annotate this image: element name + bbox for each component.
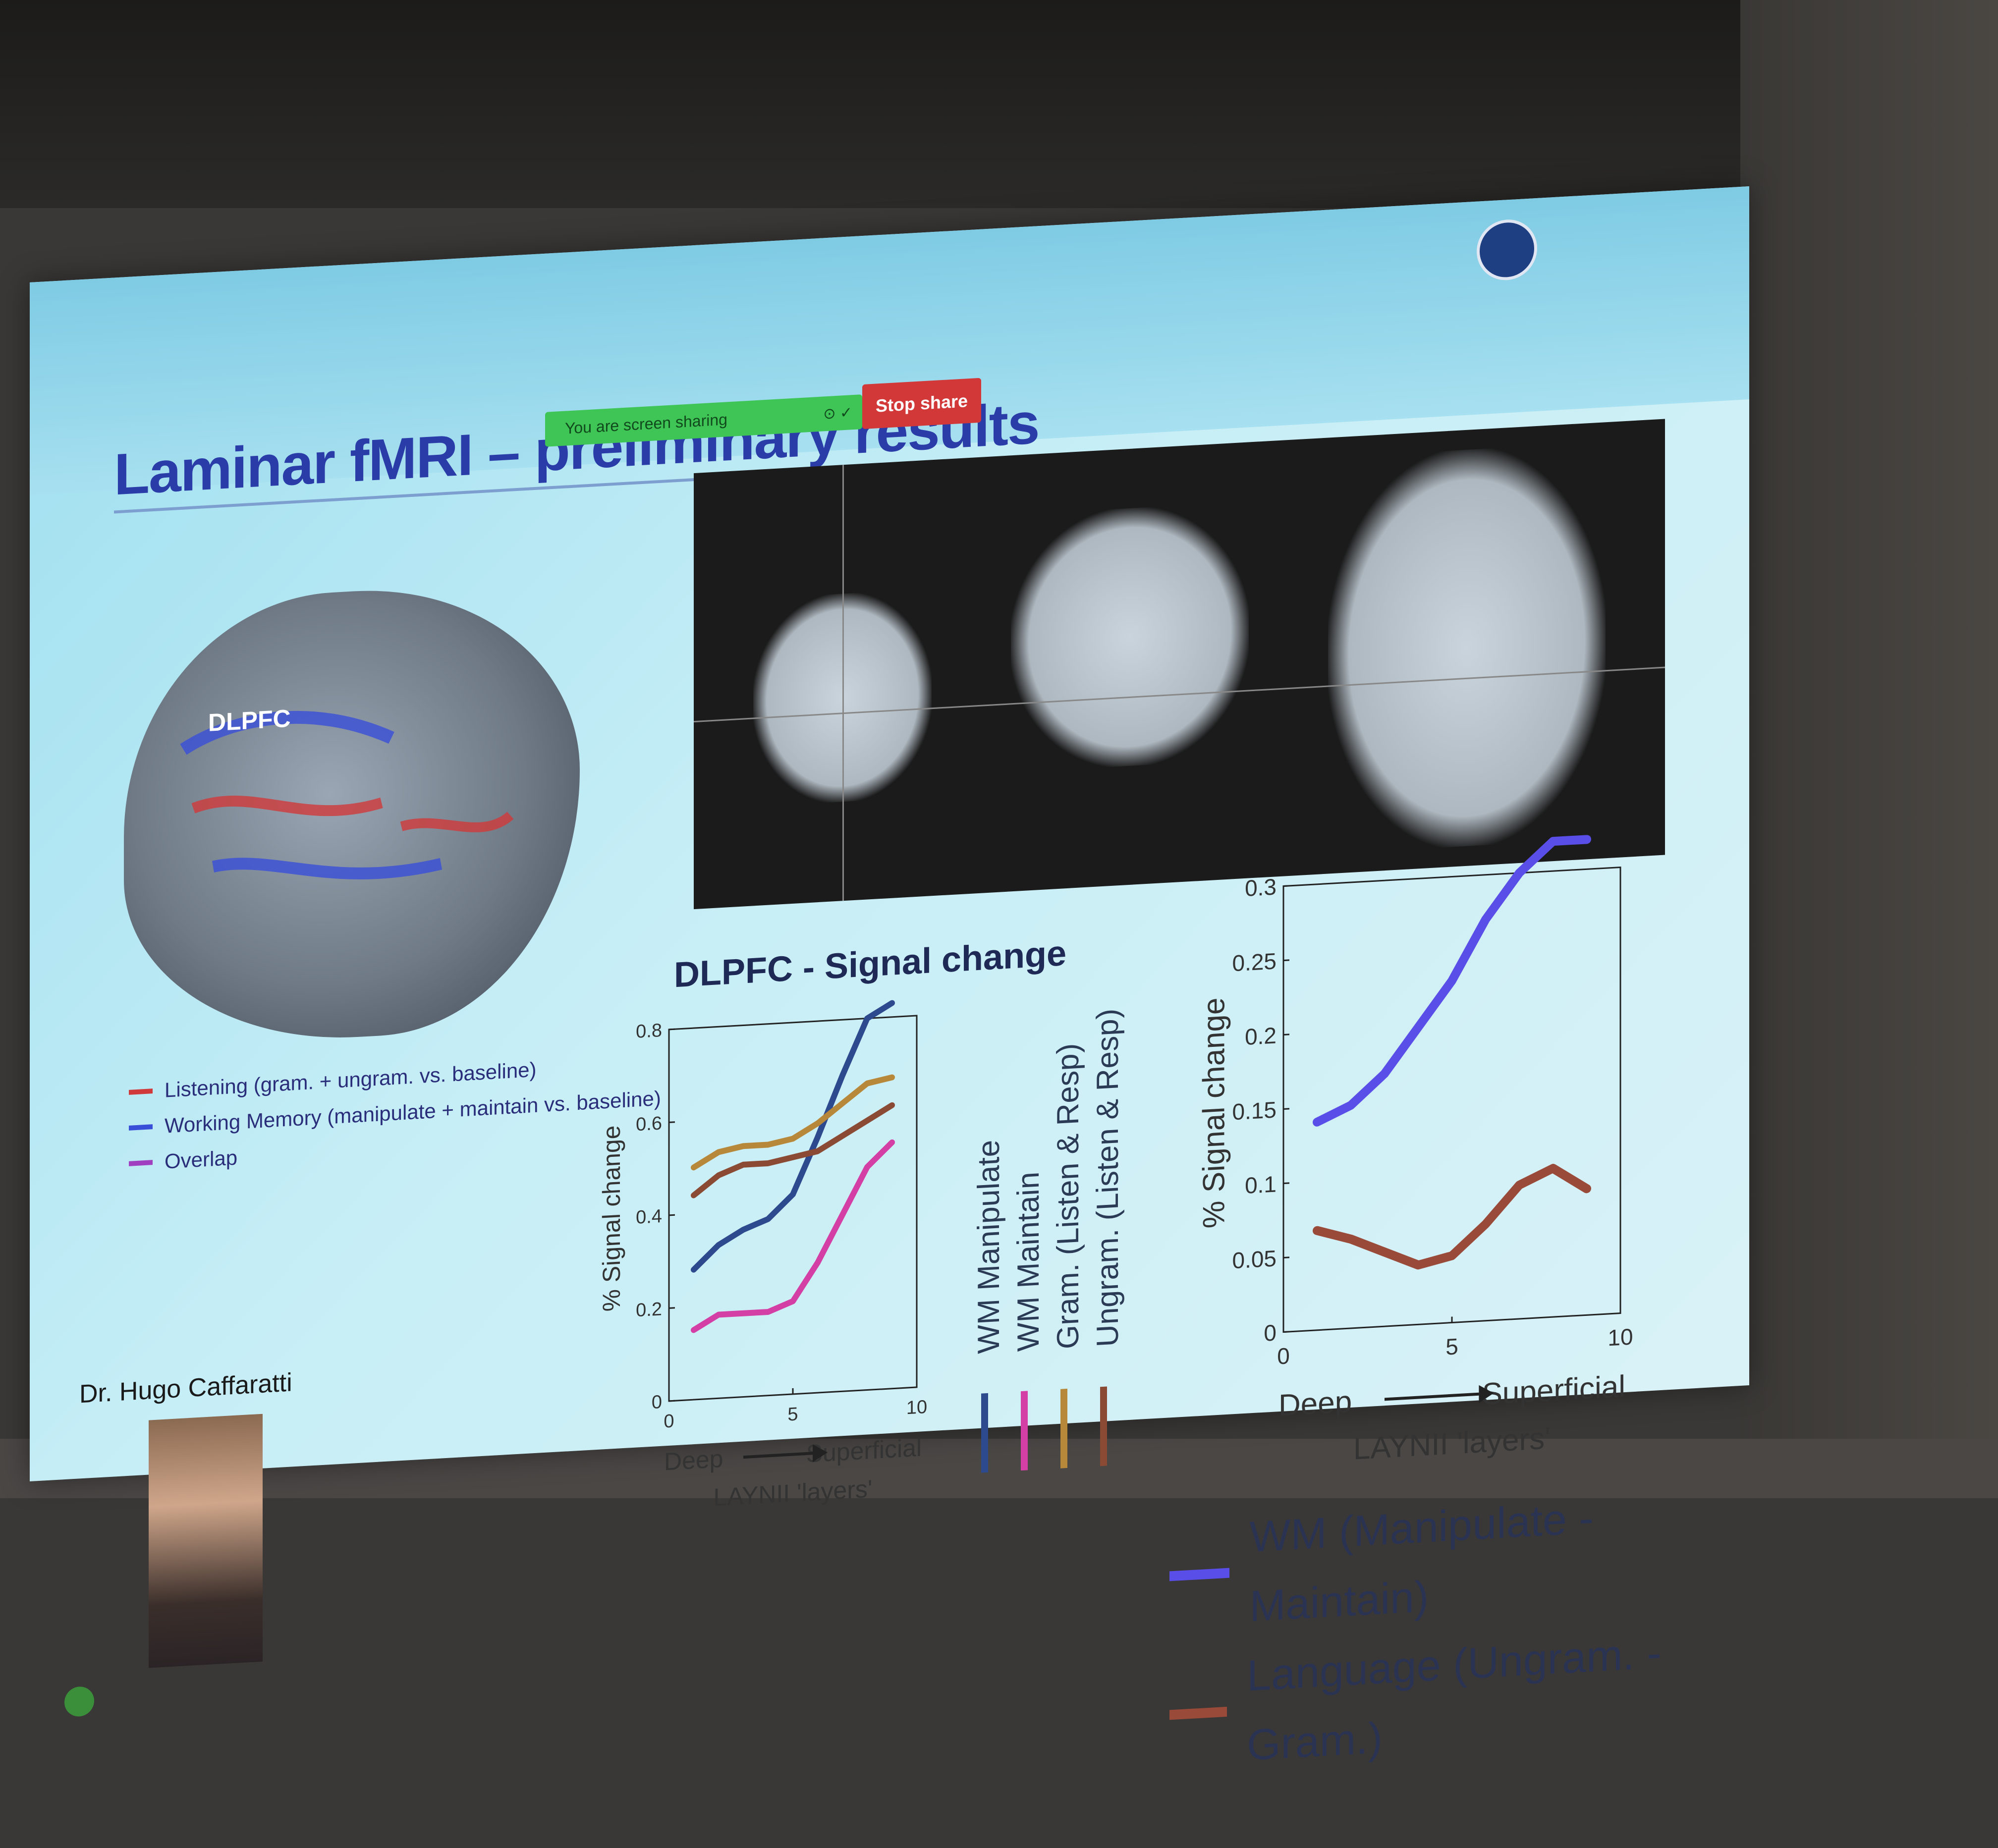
chart-2-y-tick-mark (1283, 1182, 1289, 1185)
dlpfc-label: DLPFC (208, 704, 291, 737)
room-ceiling (0, 0, 1998, 208)
chart-1-legend-label: WM Maintain (1011, 1171, 1046, 1353)
coronal-slice (1011, 501, 1249, 773)
chart-2-y-tick-label: 0.2 (1245, 1022, 1276, 1050)
chart-2-deep-label: Deep (1278, 1385, 1352, 1423)
legend-label: WM (Manipulate - Maintain) (1249, 1493, 1594, 1631)
legend-swatch (1169, 1568, 1230, 1581)
chart-2-arrow-head (1479, 1385, 1494, 1403)
inflated-brain-image (124, 578, 580, 1050)
annotate-pencil-icon[interactable] (64, 1685, 94, 1718)
chart-1-y-tick-label: 0.8 (636, 1020, 662, 1042)
chart-1-deep-label: Deep (664, 1445, 723, 1476)
chart-1-legend-label: WM Manipulate (972, 1139, 1006, 1355)
chart-1-x-tick-label: 10 (906, 1397, 927, 1418)
chart-2-legend: WM (Manipulate - Maintain) Language (Ung… (1169, 1474, 1749, 1784)
chart-1-series-line-2 (691, 1074, 895, 1171)
chart-2-y-tick-mark (1283, 959, 1289, 962)
chart-2-x-tick-label: 10 (1608, 1324, 1633, 1351)
legend-swatch (129, 1088, 153, 1095)
chart-1-superficial-label: Superficial (806, 1433, 922, 1468)
author-name: Dr. Hugo Caffaratti (79, 1368, 292, 1409)
chart-2-series-line-0 (1313, 835, 1591, 1127)
chart-1-legend-swatch (1100, 1386, 1107, 1467)
chart-2-x-tick-label: 5 (1445, 1333, 1458, 1359)
activation-legend: Listening (gram. + ungram. vs. baseline)… (129, 1045, 661, 1182)
chart-2-y-tick-label: 0.3 (1245, 873, 1276, 901)
chart-2-y-axis-label: % Signal change (1197, 997, 1231, 1229)
chart-1-y-tick-mark (669, 1028, 675, 1031)
chart-1-arrow-head (813, 1444, 828, 1463)
chart-2-y-tick-mark (1283, 1033, 1289, 1036)
chart-2-x-axis-label: LAYNII 'layers' (1353, 1421, 1551, 1466)
chart-1-legend: WM Manipulate WM Maintain Gram. (Listen & … (961, 949, 1125, 1483)
chart-2-difference-signal-change: 0 0.05 0.1 0.15 0.2 0.25 0.3 0 5 10 % Signal chang… (1197, 835, 1633, 1467)
chart-2-y-tick-label: 0.25 (1232, 948, 1276, 976)
chart-1-x-axis-label: LAYNII 'layers' (714, 1475, 873, 1512)
chart-1-y-tick-label: 0.6 (636, 1113, 662, 1135)
legend-swatch (129, 1124, 153, 1131)
chart-1-legend-label: Gram. (Listen & Resp) (1051, 1042, 1085, 1350)
chart-1-x-tick-label: 5 (787, 1404, 798, 1425)
chart-1-legend-label: Ungram. (Listen & Resp) (1091, 1008, 1125, 1348)
stop-share-label: Stop share (875, 390, 968, 416)
author-photo (149, 1413, 263, 1668)
chart-1-x-tick-label: 0 (664, 1411, 674, 1432)
chart-1-series-line-1 (691, 1139, 895, 1333)
screen-share-text: You are screen sharing (565, 410, 727, 437)
chart-1-series-line-0 (691, 1000, 895, 1273)
chart-1-dlpfc-signal-change: 0 0.2 0.4 0.6 0.8 0 5 10 % Signal change Deep Supe… (600, 1000, 927, 1512)
slide: Laminar fMRI – preliminary results You a… (30, 186, 1749, 1770)
room-wall (1740, 0, 1998, 1498)
chart-2-plot-frame (1282, 866, 1621, 1333)
chart-2-y-tick-label: 0.1 (1245, 1171, 1276, 1198)
chart-2-y-tick-label: 0 (1264, 1319, 1276, 1346)
chart-1-legend-swatch (1021, 1391, 1028, 1471)
chart-2-superficial-label: Superficial (1482, 1369, 1625, 1412)
crosshair-vertical (842, 465, 844, 901)
legend-label: Overlap (165, 1145, 238, 1173)
chart-2-y-tick-label: 0.05 (1232, 1245, 1276, 1273)
chart-1-legend-swatch (1060, 1388, 1067, 1468)
chart-1-plot-frame (668, 1015, 918, 1402)
axial-slice (1328, 442, 1606, 854)
legend-swatch (1169, 1706, 1227, 1720)
chart-1-y-tick-label: 0.2 (636, 1299, 662, 1321)
chart-2-arrow-shaft (1385, 1392, 1479, 1401)
chart-1-y-tick-label: 0.4 (636, 1206, 662, 1228)
stop-share-button[interactable]: Stop share (862, 378, 981, 430)
chart-1-series-line-3 (691, 1102, 895, 1198)
chart-1-legend-swatch (981, 1393, 988, 1473)
projection-screen: Laminar fMRI – preliminary results You a… (30, 0, 1749, 1770)
chart-2-y-tick-label: 0.15 (1232, 1096, 1276, 1125)
brain-activation-overlay (180, 710, 514, 879)
chart-2-series-line-1 (1313, 1164, 1591, 1270)
shield-check-icon[interactable]: ⊙ ✓ (823, 404, 852, 422)
chart-1-y-tick-label: 0 (652, 1392, 662, 1413)
chart-2-y-tick-mark (1283, 1256, 1289, 1259)
chart-1-arrow-shaft (743, 1452, 813, 1459)
chart-1-y-tick-mark (669, 1121, 675, 1123)
chart-1-y-axis-label: % Signal change (600, 1125, 625, 1312)
chart-2-x-tick-label: 0 (1277, 1343, 1290, 1369)
legend-swatch (129, 1160, 153, 1166)
legend-label: Language (Ungram. - Gram.) (1247, 1628, 1662, 1770)
